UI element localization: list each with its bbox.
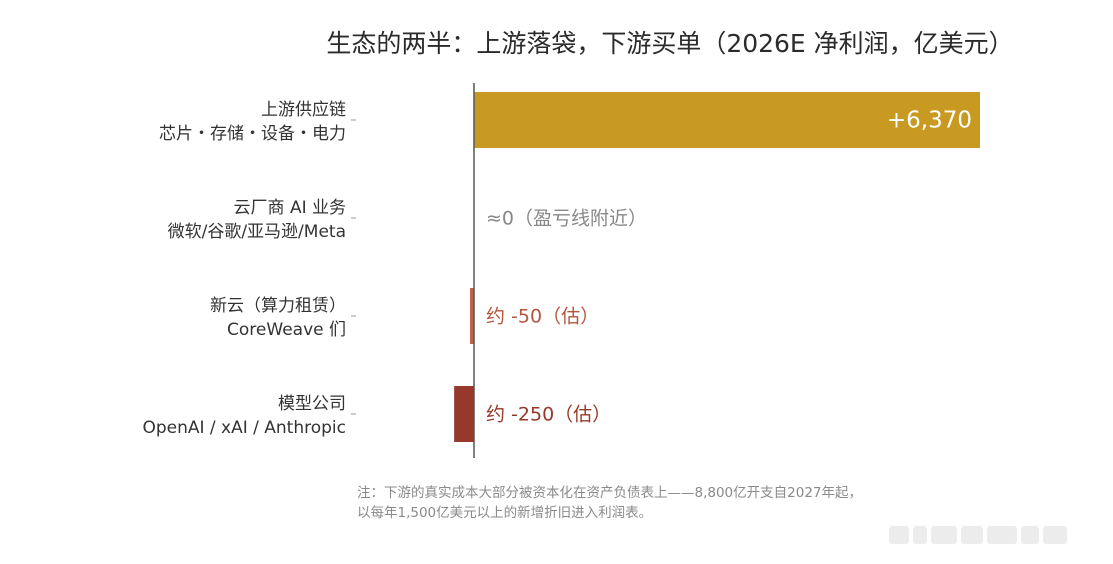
footnote-line-2: 以每年1,500亿美元以上的新增折旧进入利润表。 <box>357 505 652 521</box>
category-label-line2: 芯片・存储・设备・电力 <box>159 124 346 144</box>
data-label: +6,370 <box>887 108 972 134</box>
category-label-line2: 微软/谷歌/亚马逊/Meta <box>168 222 346 242</box>
category-label-line2: OpenAI / xAI / Anthropic <box>142 418 346 438</box>
data-label: 约 -50（估） <box>486 306 599 328</box>
category-label-line2: CoreWeave 们 <box>227 320 346 340</box>
data-label: 约 -250（估） <box>486 404 611 426</box>
watermark <box>889 524 1099 546</box>
category-label-line1: 上游供应链 <box>261 100 346 120</box>
footnote-line-1: 注：下游的真实成本大部分被资本化在资产负债表上——8,800亿开支自2027年起… <box>357 485 862 501</box>
bar <box>470 288 474 344</box>
category-label-line1: 新云（算力租赁） <box>210 296 346 316</box>
bars <box>454 92 980 442</box>
category-label-line1: 云厂商 AI 业务 <box>234 198 346 218</box>
bar <box>454 386 474 442</box>
data-label: ≈0（盈亏线附近） <box>486 208 647 230</box>
category-label-line1: 模型公司 <box>278 394 346 414</box>
bar <box>474 92 980 148</box>
data-labels: +6,370 ≈0（盈亏线附近） 约 -50（估） 约 -250（估） <box>486 108 972 426</box>
chart-title: 生态的两半：上游落袋，下游买单（2026E 净利润，亿美元） <box>326 29 1013 58</box>
